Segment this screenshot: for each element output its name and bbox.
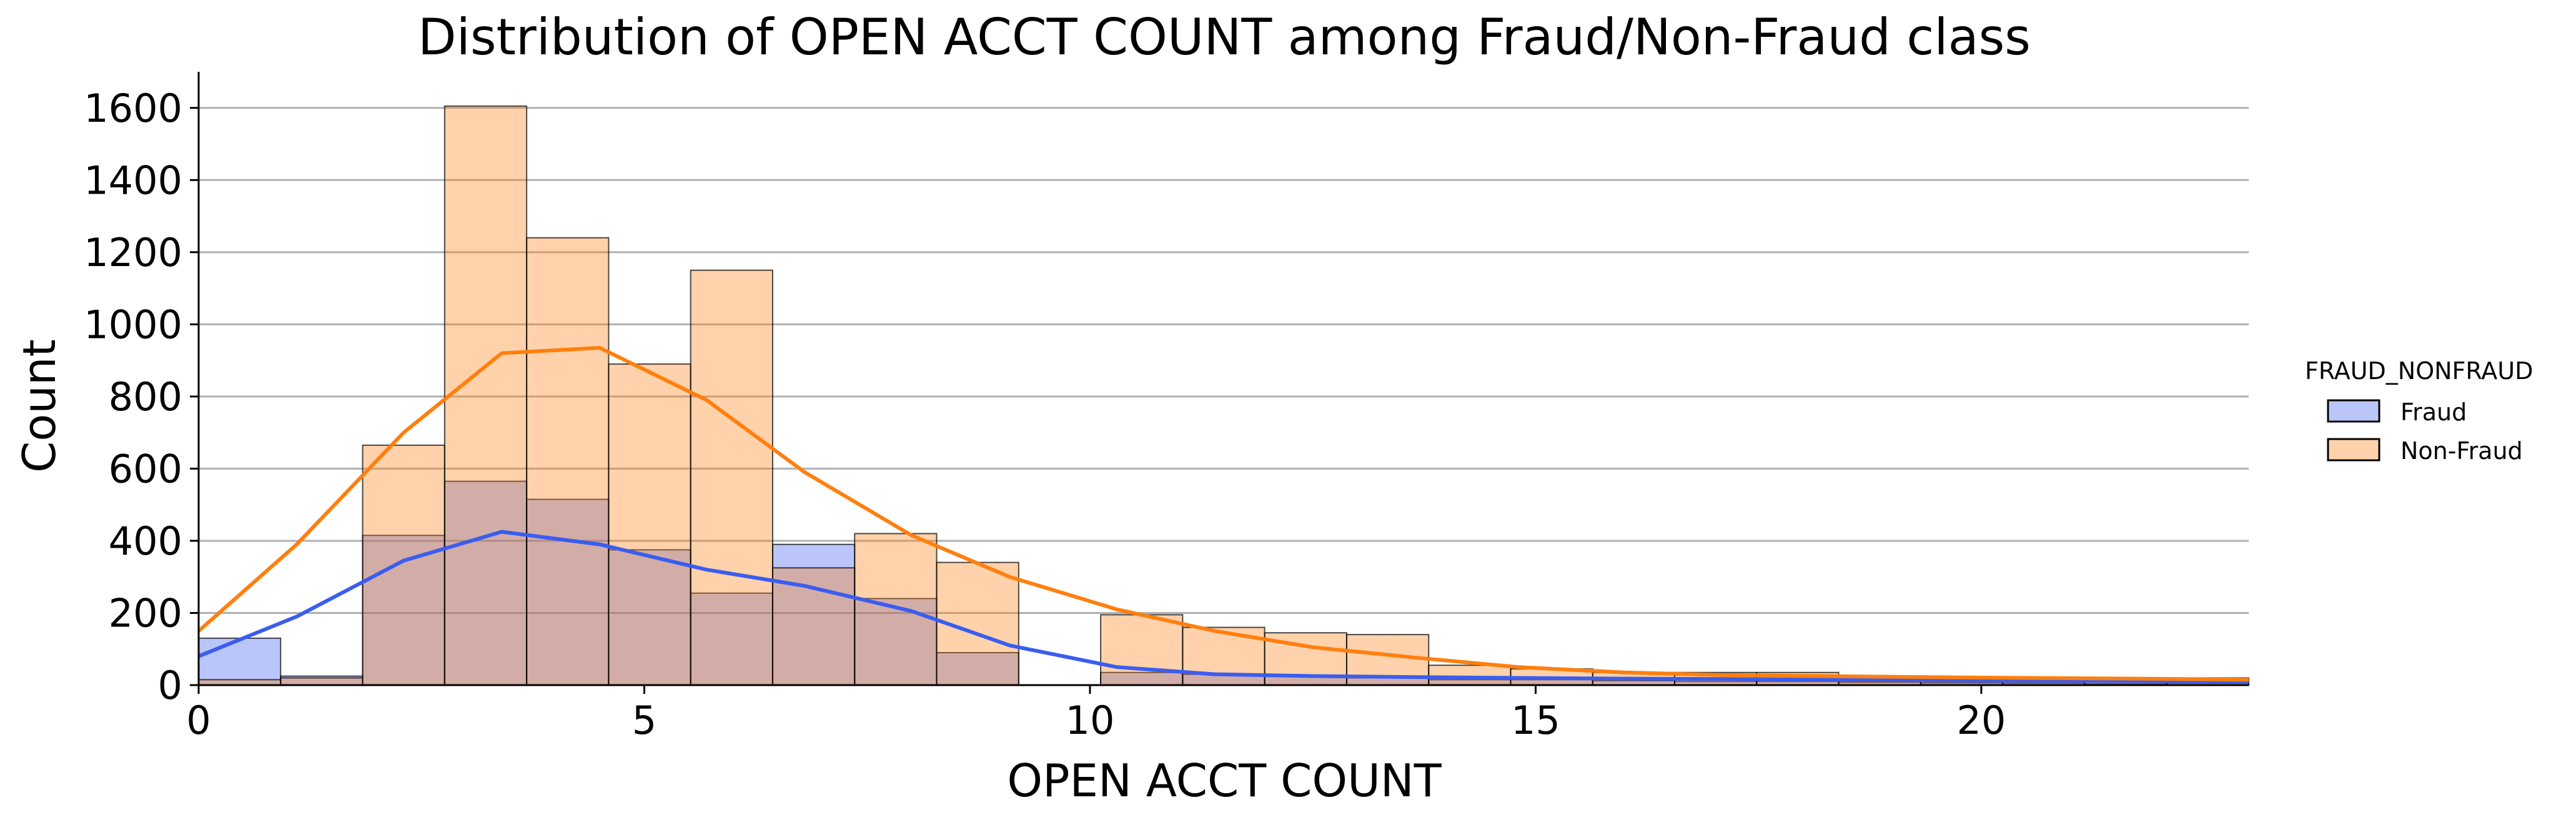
x-tick-label-20: 20 [1956,698,2006,743]
bar-nonfraud-7 [771,567,856,686]
legend-label-fraud: Fraud [2400,398,2467,426]
legend-item-nonfraud: Non-Fraud [2327,437,2523,465]
chart-title: Distribution of OPEN ACCT COUNT among Fr… [418,8,2031,66]
legend-title: FRAUD_NONFRAUD [2305,357,2533,385]
axes: 0 200 400 600 800 1000 1200 1400 1600 0 5 10 15 20 [84,72,2249,743]
y-tick-label-400: 400 [109,518,182,564]
y-tick-label-1000: 1000 [84,302,182,347]
kde-line-nonfraud [197,345,2249,682]
x-axis-label: OPEN ACCT COUNT [1007,754,1442,807]
bar-nonfraud-1 [280,677,364,686]
y-tick-label-800: 800 [109,374,182,420]
legend-item-fraud: Fraud [2327,398,2467,426]
legend-swatch-nonfraud [2327,438,2380,462]
legend-swatch-fraud [2327,399,2380,423]
y-tick-label-200: 200 [109,590,182,636]
kde-curves [197,345,2249,684]
bar-fraud-4 [526,498,610,686]
y-tick-label-0: 0 [158,663,182,708]
x-tick-label-10: 10 [1066,698,1115,743]
y-tick-label-1400: 1400 [84,157,182,203]
bar-nonfraud-4 [526,237,610,686]
x-tick-label-0: 0 [186,698,211,743]
gridlines [199,107,2249,614]
bar-fraud-5 [608,549,691,686]
bar-nonfraud-6 [690,269,773,686]
bar-nonfraud-15 [1428,664,1512,686]
bar-nonfraud-2 [362,444,445,686]
bar-fraud-9 [936,652,1019,686]
bar-nonfraud-8 [854,533,938,686]
kde-line-fraud [197,530,2249,684]
y-axis-label: Count [13,339,66,473]
y-tick-label-600: 600 [109,446,182,492]
bar-fraud-0 [198,637,282,686]
bar-nonfraud-11 [1100,614,1184,686]
bar-fraud-6 [690,592,773,686]
bar-nonfraud-3 [443,105,528,686]
x-tick-label-15: 15 [1511,698,1560,743]
x-tick-label-5: 5 [632,698,656,743]
y-tick-label-1600: 1600 [84,86,182,131]
bar-nonfraud-5 [608,363,691,686]
legend-label-nonfraud: Non-Fraud [2400,437,2523,465]
y-tick-label-1200: 1200 [84,230,182,275]
legend: FRAUD_NONFRAUD Fraud Non-Fraud [2305,357,2533,465]
nonfraud-bars [198,105,2249,686]
